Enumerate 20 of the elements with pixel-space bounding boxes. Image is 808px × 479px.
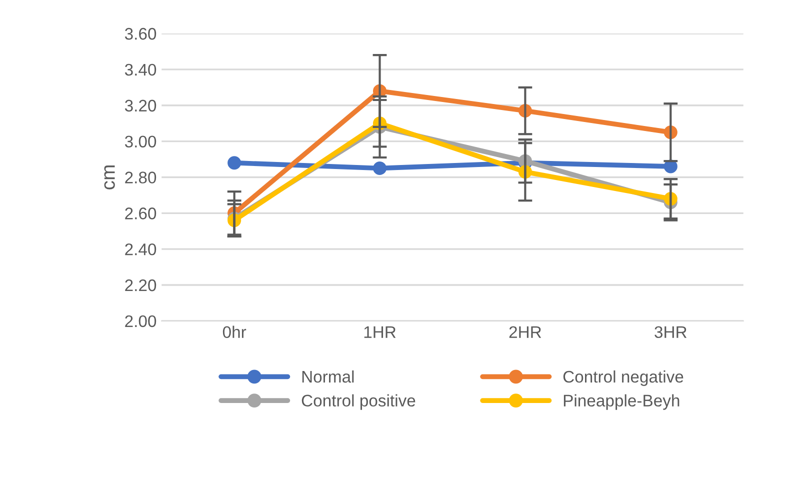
legend-label: Normal — [302, 370, 354, 383]
x-tick-label: 1HR — [364, 326, 396, 338]
legend-label: Control positive — [302, 394, 416, 410]
x-tick-label: 0hr — [222, 326, 246, 338]
y-tick-label: 3.40 — [124, 64, 156, 76]
legend-label: Pineapple-Beyh — [564, 394, 680, 410]
legend-label: Control negative — [563, 370, 684, 386]
y-tick-label: 3.20 — [124, 100, 156, 112]
y-axis-title: cm — [104, 166, 115, 190]
point — [228, 156, 242, 170]
y-tick-label: 2.00 — [125, 315, 156, 328]
y-tick-label: 2.60 — [125, 208, 156, 220]
x-tick-label: 3HR — [654, 326, 687, 338]
y-tick-label: 2.40 — [125, 243, 156, 256]
y-tick-label: 2.80 — [125, 172, 156, 184]
y-tick-label: 2.20 — [125, 279, 156, 292]
y-tick-label: 3.60 — [124, 28, 156, 40]
y-tick-label: 3.00 — [124, 136, 156, 148]
x-tick-label: 2HR — [509, 326, 542, 338]
point — [372, 161, 387, 176]
